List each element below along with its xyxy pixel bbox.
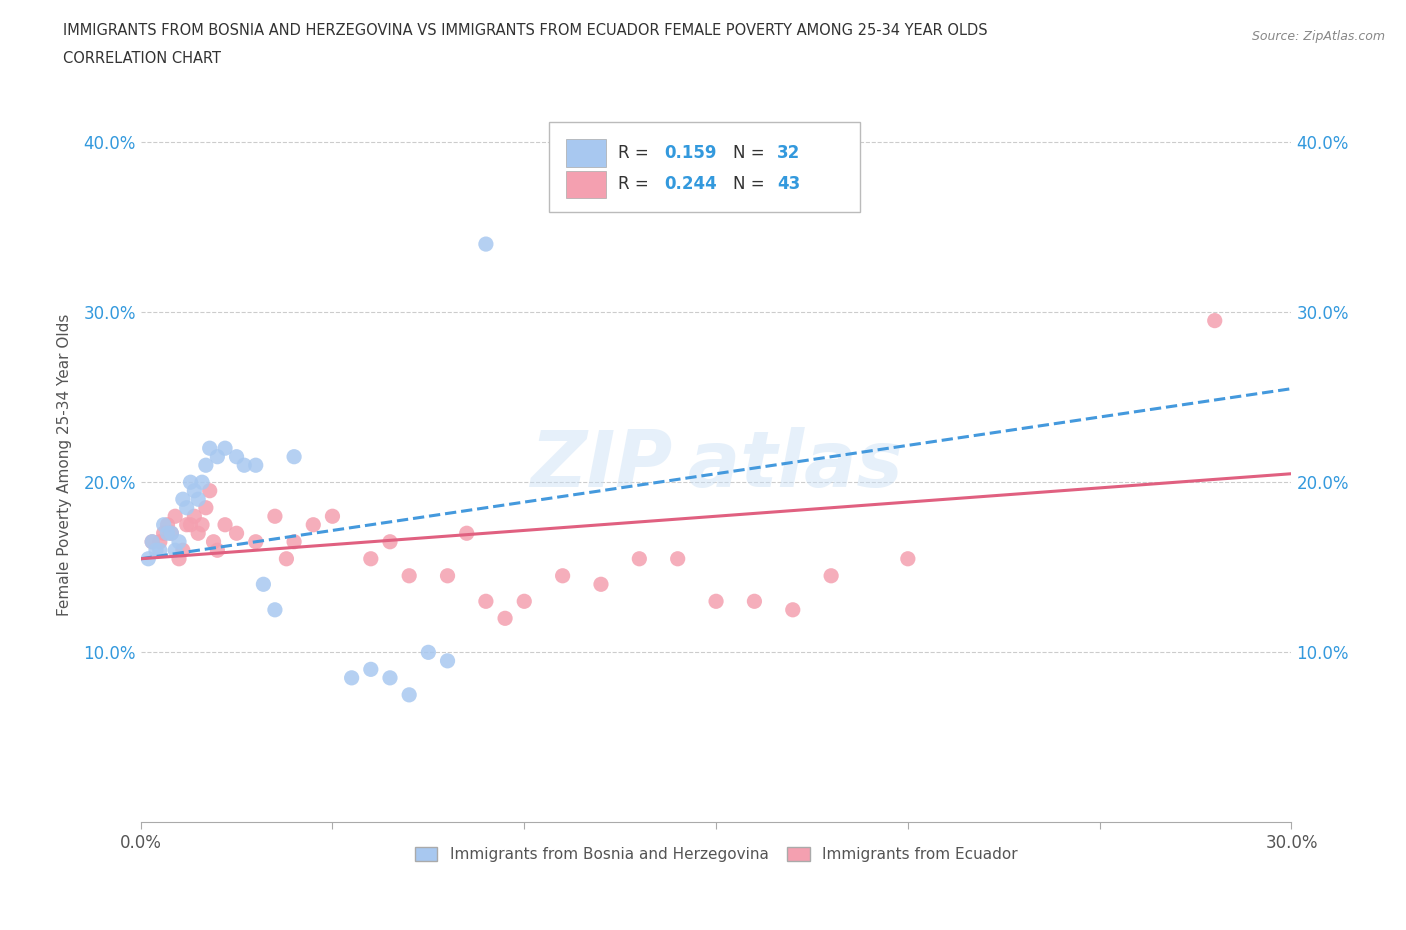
Point <box>283 449 305 464</box>
Point <box>149 543 172 558</box>
Point <box>744 594 766 609</box>
Point <box>456 525 478 540</box>
Point <box>782 603 804 618</box>
Point <box>187 525 209 540</box>
Y-axis label: Female Poverty Among 25-34 Year Olds: Female Poverty Among 25-34 Year Olds <box>58 314 72 617</box>
Point <box>183 509 205 524</box>
Point <box>136 551 159 566</box>
Point <box>176 500 198 515</box>
Point <box>378 671 401 685</box>
Text: R =: R = <box>619 176 654 193</box>
Point <box>167 551 190 566</box>
Point <box>704 594 727 609</box>
Text: ZIP atlas: ZIP atlas <box>530 427 903 503</box>
Text: 0.159: 0.159 <box>664 144 717 162</box>
Point <box>321 509 343 524</box>
Point <box>194 458 217 472</box>
Point <box>398 687 420 702</box>
Point <box>245 535 267 550</box>
Point <box>494 611 516 626</box>
Point <box>264 509 287 524</box>
Point <box>198 484 221 498</box>
Point <box>198 441 221 456</box>
Point <box>233 458 256 472</box>
Point <box>245 458 267 472</box>
Text: N =: N = <box>734 176 770 193</box>
Point <box>252 577 274 591</box>
Point <box>264 603 287 618</box>
Point <box>276 551 298 566</box>
Text: Source: ZipAtlas.com: Source: ZipAtlas.com <box>1251 30 1385 43</box>
Text: 0.244: 0.244 <box>664 176 717 193</box>
Point <box>513 594 536 609</box>
Point <box>214 441 236 456</box>
Point <box>156 525 179 540</box>
Point <box>141 535 163 550</box>
Point <box>225 525 247 540</box>
Point <box>145 543 167 558</box>
Point <box>167 535 190 550</box>
Point <box>897 551 920 566</box>
Point <box>302 517 325 532</box>
Point <box>149 535 172 550</box>
Point <box>820 568 842 583</box>
Point <box>360 551 382 566</box>
Point <box>191 517 214 532</box>
Point <box>475 236 498 251</box>
Point <box>475 594 498 609</box>
Point <box>436 568 458 583</box>
Point <box>187 492 209 507</box>
Point <box>418 644 440 659</box>
Point <box>191 475 214 490</box>
Point <box>172 492 194 507</box>
Point <box>436 654 458 669</box>
Point <box>589 577 612 591</box>
FancyBboxPatch shape <box>550 122 860 212</box>
Text: 32: 32 <box>778 144 800 162</box>
Point <box>141 535 163 550</box>
Point <box>172 543 194 558</box>
Text: CORRELATION CHART: CORRELATION CHART <box>63 51 221 66</box>
Point <box>176 517 198 532</box>
Point <box>207 543 229 558</box>
Point <box>152 525 174 540</box>
Point <box>202 535 225 550</box>
Point <box>165 543 187 558</box>
Legend: Immigrants from Bosnia and Herzegovina, Immigrants from Ecuador: Immigrants from Bosnia and Herzegovina, … <box>408 841 1024 869</box>
Point <box>340 671 363 685</box>
Text: N =: N = <box>734 144 770 162</box>
Point <box>628 551 651 566</box>
Point <box>165 509 187 524</box>
Point <box>360 662 382 677</box>
Point <box>207 449 229 464</box>
Point <box>283 535 305 550</box>
Point <box>152 517 174 532</box>
Point <box>194 500 217 515</box>
Point <box>214 517 236 532</box>
Point <box>160 525 183 540</box>
Text: 43: 43 <box>778 176 800 193</box>
Point <box>225 449 247 464</box>
Point <box>180 475 202 490</box>
FancyBboxPatch shape <box>567 140 606 167</box>
FancyBboxPatch shape <box>567 170 606 198</box>
Point <box>398 568 420 583</box>
Point <box>666 551 689 566</box>
Point <box>378 535 401 550</box>
Point <box>1204 313 1226 328</box>
Point <box>160 525 183 540</box>
Point <box>180 517 202 532</box>
Point <box>183 484 205 498</box>
Text: IMMIGRANTS FROM BOSNIA AND HERZEGOVINA VS IMMIGRANTS FROM ECUADOR FEMALE POVERTY: IMMIGRANTS FROM BOSNIA AND HERZEGOVINA V… <box>63 23 988 38</box>
Point <box>156 517 179 532</box>
Point <box>551 568 574 583</box>
Text: R =: R = <box>619 144 654 162</box>
